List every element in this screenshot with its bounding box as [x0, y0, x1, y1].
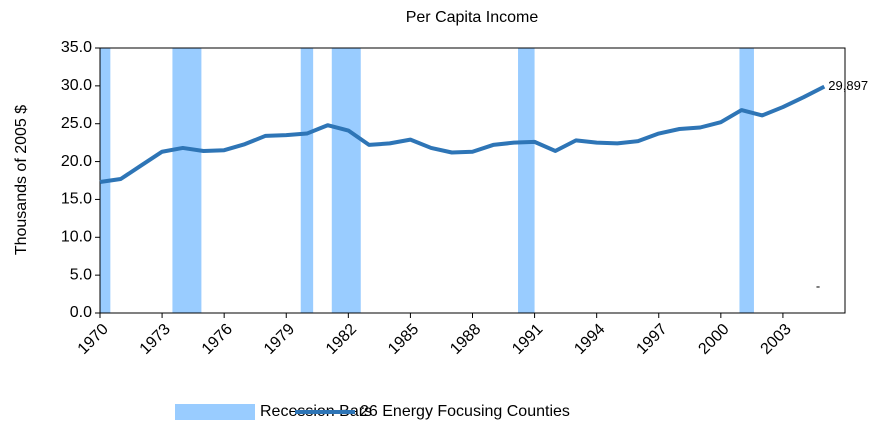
x-tick-label: 1982	[323, 321, 360, 358]
recession-bar	[518, 48, 535, 313]
y-tick-label: 10.0	[61, 229, 92, 246]
chart-title: Per Capita Income	[406, 9, 539, 26]
y-tick-label: 35.0	[61, 39, 92, 56]
y-tick-label: 20.0	[61, 153, 92, 170]
x-tick-label: 1988	[447, 321, 484, 358]
plot-frame	[99, 47, 846, 314]
recession-bar	[739, 48, 754, 313]
annotation: -	[816, 278, 820, 293]
recession-bar	[172, 48, 202, 313]
line	[99, 84, 826, 184]
x-tick-label: 1991	[509, 321, 546, 358]
x-tick-label: 1979	[261, 321, 298, 358]
x-tick-label: 1970	[75, 321, 112, 358]
legend-label: 26 Energy Focusing Counties	[360, 403, 570, 420]
y-tick-label: 15.0	[61, 191, 92, 208]
x-tick-label: 2000	[695, 321, 732, 358]
recession-bar	[300, 48, 314, 313]
x-tick-label: 1973	[137, 321, 174, 358]
y-tick-label: 25.0	[61, 115, 92, 132]
x-tick-label: 1997	[633, 321, 670, 358]
y-axis-label: Thousands of 2005 $	[13, 105, 30, 255]
x-tick-label: 1985	[385, 321, 422, 358]
y-tick-label: 5.0	[70, 266, 92, 283]
y-tick-label: 0.0	[70, 304, 92, 321]
y-tick-label: 30.0	[61, 77, 92, 94]
legend-swatch	[175, 404, 255, 420]
data-label: 29,897	[828, 78, 868, 93]
x-tick-label: 1976	[199, 321, 236, 358]
x-tick-label: 1994	[571, 321, 608, 358]
x-tick-label: 2003	[758, 321, 795, 358]
recession-bar	[331, 48, 361, 313]
